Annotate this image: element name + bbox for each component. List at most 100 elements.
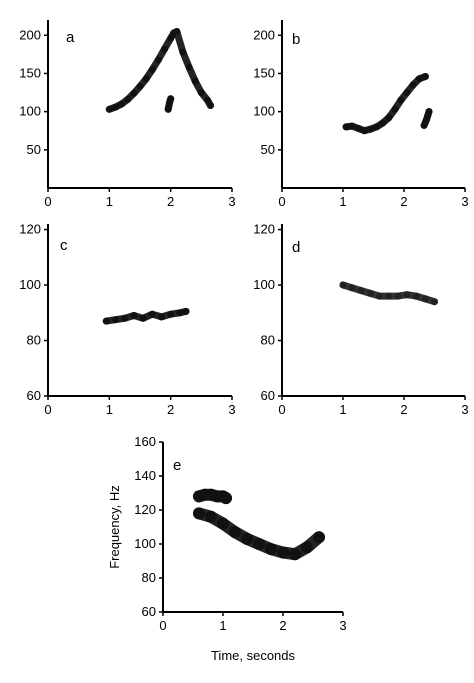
data-point [394, 292, 402, 300]
data-point [385, 114, 393, 122]
panel-label: d [292, 239, 300, 256]
data-point [167, 95, 175, 103]
data-point [102, 317, 110, 325]
data-point [148, 310, 156, 318]
y-tick-label: 80 [261, 333, 275, 348]
data-point [409, 81, 417, 89]
x-tick-label: 2 [400, 194, 407, 209]
y-tick-label: 100 [19, 277, 41, 292]
data-point [241, 532, 253, 545]
data-point [373, 123, 381, 131]
data-point [130, 89, 138, 97]
data-point [379, 119, 387, 127]
data-point [148, 66, 156, 74]
data-point [193, 507, 205, 520]
x-tick-label: 0 [44, 194, 51, 209]
data-point [366, 125, 374, 133]
data-point [354, 124, 362, 132]
x-tick-label: 0 [278, 194, 285, 209]
y-tick-label: 50 [261, 142, 275, 157]
data-point [348, 122, 356, 130]
x-tick-label: 1 [339, 194, 346, 209]
data-point [130, 312, 138, 319]
data-point [431, 298, 438, 306]
y-tick-label: 120 [134, 502, 156, 517]
data-point [154, 56, 162, 64]
data-point [121, 314, 129, 322]
data-point [118, 100, 126, 108]
data-point [421, 73, 429, 80]
data-point [301, 541, 313, 554]
trace-line [105, 28, 214, 113]
x-tick-label: 2 [400, 402, 407, 417]
x-tick-label: 1 [106, 402, 113, 417]
trace-line [102, 307, 190, 325]
data-point [179, 48, 187, 56]
panel-b: 50 100 150 200 0 1 2 3 b [253, 20, 469, 209]
data-point [205, 510, 217, 523]
data-point [277, 546, 289, 559]
x-tick-label: 1 [219, 618, 226, 633]
data-point [124, 95, 132, 103]
x-tick-label: 3 [339, 618, 346, 633]
x-tick-label: 0 [44, 402, 51, 417]
data-point [421, 295, 429, 303]
y-tick-label: 150 [253, 65, 275, 80]
data-point [139, 314, 147, 322]
data-point [403, 89, 411, 96]
y-tick-label: 80 [27, 333, 41, 348]
data-point [403, 291, 411, 299]
panel-e: 60 80 100 120 140 160 0 1 2 3 e Time, seconds Freque… [107, 434, 347, 663]
data-point [161, 45, 168, 53]
x-tick-label: 3 [461, 402, 468, 417]
data-point [376, 292, 384, 300]
x-tick-label: 3 [461, 194, 468, 209]
y-tick-label: 160 [134, 434, 156, 449]
y-tick-label: 120 [19, 222, 41, 237]
data-point [136, 82, 144, 90]
data-point [425, 108, 433, 116]
y-tick-label: 100 [19, 104, 41, 119]
x-tick-label: 1 [106, 194, 113, 209]
x-tick-label: 0 [278, 402, 285, 417]
y-tick-label: 150 [19, 65, 41, 80]
data-point [197, 89, 205, 96]
y-tick-label: 80 [142, 570, 156, 585]
x-tick-label: 3 [228, 194, 235, 209]
data-point [391, 105, 399, 113]
data-point [342, 123, 350, 131]
y-tick-label: 60 [261, 388, 275, 403]
y-tick-label: 120 [253, 222, 275, 237]
data-point [253, 538, 265, 550]
data-point [348, 284, 356, 292]
x-tick-label: 2 [167, 402, 174, 417]
x-tick-label: 2 [279, 618, 286, 633]
y-tick-label: 50 [27, 142, 41, 157]
x-tick-label: 3 [228, 402, 235, 417]
panel-label: c [60, 237, 68, 254]
panel-d: 60 80 100 120 0 1 2 3 d [253, 222, 468, 417]
y-tick-label: 100 [134, 536, 156, 551]
panel-label: e [173, 457, 181, 474]
x-axis-title: Time, seconds [211, 648, 296, 663]
data-point [191, 77, 199, 85]
data-point [360, 127, 368, 135]
data-point [167, 310, 175, 318]
panel-c: 60 80 100 120 0 1 2 3 c [19, 222, 235, 417]
data-point [313, 531, 325, 544]
data-point [366, 289, 374, 297]
data-point [415, 75, 423, 83]
data-point [265, 543, 277, 556]
x-tick-label: 1 [339, 402, 346, 417]
data-point [176, 309, 184, 317]
data-point [112, 103, 119, 111]
y-tick-label: 60 [142, 604, 156, 619]
y-tick-label: 100 [253, 277, 275, 292]
data-point [385, 292, 393, 300]
data-point [207, 102, 214, 109]
panel-label: b [292, 31, 300, 48]
data-point [185, 63, 193, 71]
data-point [397, 96, 405, 104]
data-point [289, 548, 301, 561]
